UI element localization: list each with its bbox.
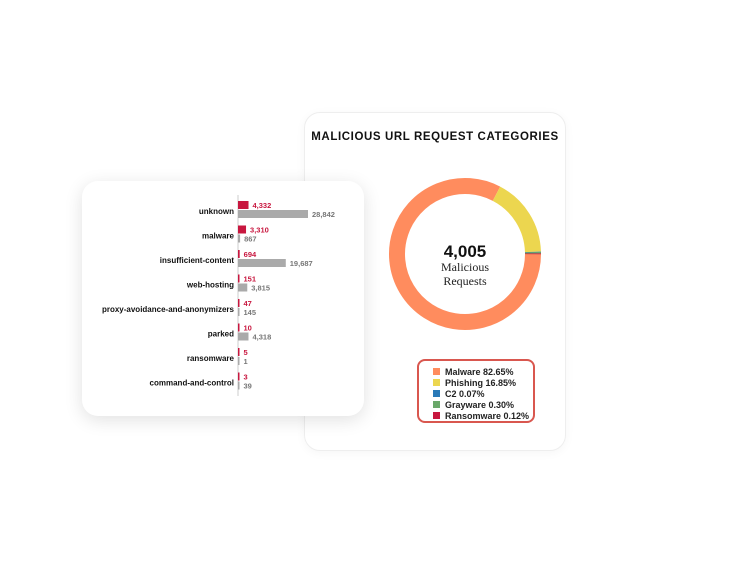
bar-secondary xyxy=(238,332,249,341)
value-label: 3,310 xyxy=(250,226,269,235)
bar-primary xyxy=(238,299,240,307)
legend-swatch xyxy=(433,401,440,408)
value-label: 39 xyxy=(244,382,252,391)
category-label: web-hosting xyxy=(186,281,234,290)
legend-swatch xyxy=(433,379,440,386)
legend: Malware 82.65% Phishing 16.85% C2 0.07% Gra… xyxy=(417,359,535,423)
value-label: 3,815 xyxy=(251,284,270,293)
bar-primary xyxy=(238,274,240,283)
value-label: 28,842 xyxy=(312,210,335,219)
value-label: 867 xyxy=(244,235,257,244)
value-label: 47 xyxy=(244,299,252,308)
bar-primary xyxy=(238,250,240,258)
legend-label: Grayware 0.30% xyxy=(445,399,515,410)
bar-primary xyxy=(238,323,240,332)
value-label: 145 xyxy=(244,308,257,317)
legend-label: Phishing 16.85% xyxy=(445,377,517,388)
category-label: parked xyxy=(208,330,234,339)
legend-label: C2 0.07% xyxy=(445,388,485,399)
category-label: ransomware xyxy=(187,354,235,363)
value-label: 694 xyxy=(244,250,257,259)
value-label: 5 xyxy=(244,348,248,357)
legend-label: Ransomware 0.12% xyxy=(445,410,530,421)
category-label: proxy-avoidance-and-anonymizers xyxy=(102,305,235,314)
legend-swatch xyxy=(433,368,440,375)
donut-slice xyxy=(492,186,541,253)
center-label-2: Requests xyxy=(443,274,487,288)
category-label: command-and-control xyxy=(150,379,234,388)
donut-chart: 4,005 Malicious Requests xyxy=(389,178,542,330)
bar-secondary xyxy=(238,283,248,292)
legend-swatch xyxy=(433,412,440,419)
value-label: 4,332 xyxy=(253,201,272,210)
legend-label: Malware 82.65% xyxy=(445,366,514,377)
legend-item: Grayware 0.30% xyxy=(433,399,533,410)
category-bar-card: unknown 4,332 28,842 malware 3,310 867 insuffi… xyxy=(82,181,364,416)
legend-item: C2 0.07% xyxy=(433,388,533,399)
bar-primary xyxy=(238,225,247,234)
bar-secondary xyxy=(238,357,240,365)
bar-secondary xyxy=(238,259,286,267)
bar-secondary xyxy=(238,381,240,390)
category-label: malware xyxy=(202,232,235,241)
value-label: 151 xyxy=(244,275,257,284)
value-label: 3 xyxy=(244,373,248,382)
legend-item: Ransomware 0.12% xyxy=(433,410,533,421)
category-label: insufficient-content xyxy=(160,256,235,265)
center-label-1: Malicious xyxy=(441,260,489,274)
bar-secondary xyxy=(238,308,240,316)
legend-swatch xyxy=(433,390,440,397)
value-label: 1 xyxy=(244,357,248,366)
legend-item: Phishing 16.85% xyxy=(433,377,533,388)
chart-title: MALICIOUS URL REQUEST CATEGORIES xyxy=(311,131,559,143)
bar-secondary xyxy=(238,234,241,243)
legend-item: Malware 82.65% xyxy=(433,366,533,377)
bar-primary xyxy=(238,201,249,209)
value-label: 19,687 xyxy=(290,259,313,268)
donut-slice xyxy=(389,178,541,330)
bar-primary xyxy=(238,372,240,381)
center-value: 4,005 xyxy=(444,242,487,261)
bar-primary xyxy=(238,348,240,356)
category-label: unknown xyxy=(199,207,234,216)
value-label: 10 xyxy=(244,324,252,333)
value-label: 4,318 xyxy=(252,333,271,342)
bar-secondary xyxy=(238,210,308,218)
